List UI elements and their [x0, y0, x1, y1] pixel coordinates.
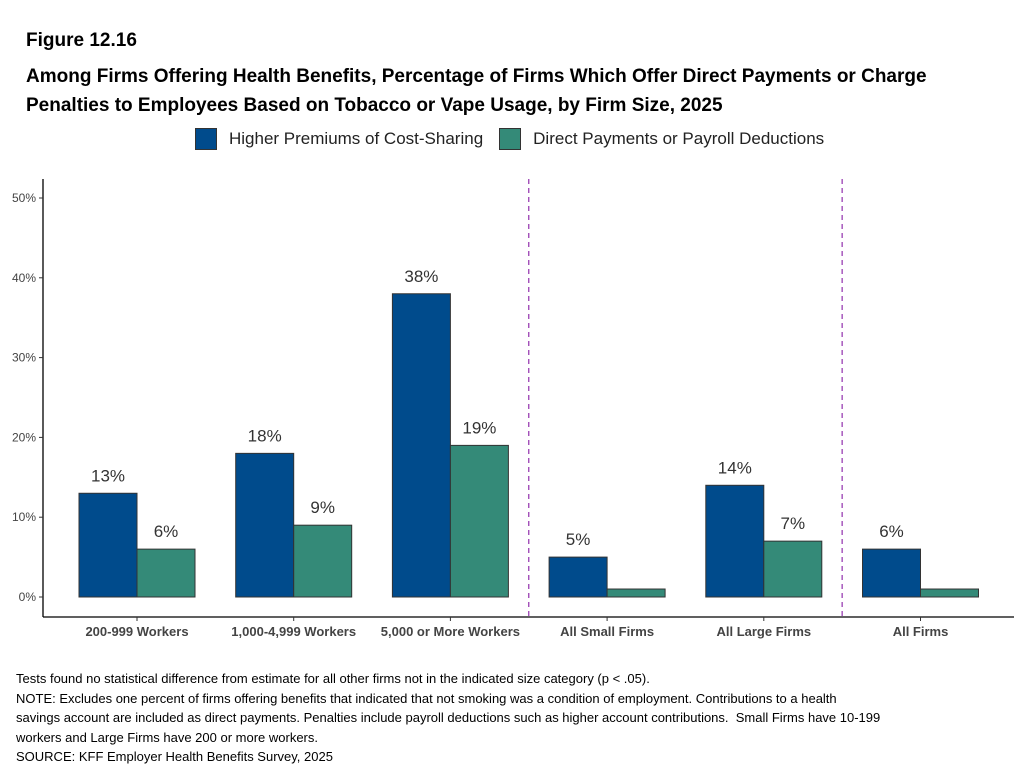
- footnote-line: NOTE: Excludes one percent of firms offe…: [16, 690, 837, 706]
- data-label-series-1: 14%: [718, 458, 752, 477]
- legend-item-series-2: Direct Payments or Payroll Deductions: [499, 128, 824, 150]
- footnote-line: workers and Large Firms have 200 or more…: [16, 729, 319, 745]
- footnote-line: SOURCE: KFF Employer Health Benefits Sur…: [16, 749, 333, 764]
- data-label-series-1: 18%: [248, 426, 282, 445]
- x-tick-label: 200-999 Workers: [85, 624, 188, 639]
- data-label-series-2: 19%: [462, 418, 496, 437]
- footnote-line: savings account are included as direct p…: [16, 710, 881, 725]
- footnotes: Tests found no statistical difference fr…: [16, 669, 976, 767]
- bar-series-1: [78, 492, 138, 598]
- x-tick-label: All Large Firms: [716, 624, 811, 639]
- footnote-line: Tests found no statistical difference fr…: [16, 671, 650, 686]
- data-label-series-2: 7%: [781, 514, 806, 533]
- x-tick-label: 1,000-4,999 Workers: [231, 624, 356, 639]
- legend-item-series-1: Higher Premiums of Cost-Sharing: [195, 128, 483, 150]
- x-tick-label: 5,000 or More Workers: [381, 624, 520, 639]
- legend-label-series-2: Direct Payments or Payroll Deductions: [533, 129, 825, 148]
- bar-series-1: [548, 556, 608, 598]
- legend-swatch-series-2: [499, 128, 522, 150]
- legend-label-series-1: Higher Premiums of Cost-Sharing: [229, 129, 484, 148]
- x-tick-label: All Small Firms: [560, 624, 654, 639]
- chart-title: Among Firms Offering Health Benefits, Pe…: [26, 66, 927, 116]
- data-label-series-1: 38%: [404, 267, 438, 286]
- y-tick-label: 0%: [19, 590, 37, 604]
- bar-series-1: [705, 484, 765, 598]
- bar-chart: 0% 10% 20% 30% 40% 50% 13% 6% 200-999 Workers 18%…: [12, 179, 1014, 639]
- data-label-series-1: 5%: [566, 530, 591, 549]
- y-tick-label: 50%: [12, 191, 36, 205]
- bar-series-2: [136, 548, 196, 598]
- data-label-series-1: 6%: [879, 522, 904, 541]
- y-tick-label: 40%: [12, 271, 36, 285]
- bar-series-2: [920, 588, 979, 598]
- bar-series-2: [449, 444, 509, 598]
- bar-series-2: [763, 540, 823, 598]
- figure-label: Figure 12.16: [26, 30, 137, 51]
- data-label-series-2: 6%: [154, 522, 179, 541]
- data-label-series-1: 13%: [91, 466, 125, 485]
- bar-series-1: [235, 452, 295, 598]
- bar-series-1: [391, 293, 451, 598]
- bar-series-2: [293, 524, 353, 598]
- y-tick-label: 20%: [12, 430, 36, 444]
- bar-series-2: [606, 588, 666, 598]
- legend-swatch-series-1: [195, 128, 217, 150]
- y-tick-label: 10%: [12, 510, 36, 524]
- data-label-series-2: 9%: [310, 498, 335, 517]
- legend: Higher Premiums of Cost-Sharing Direct P…: [195, 128, 840, 150]
- bar-series-1: [862, 548, 921, 598]
- y-tick-label: 30%: [12, 351, 36, 365]
- x-tick-label: All Firms: [893, 624, 949, 639]
